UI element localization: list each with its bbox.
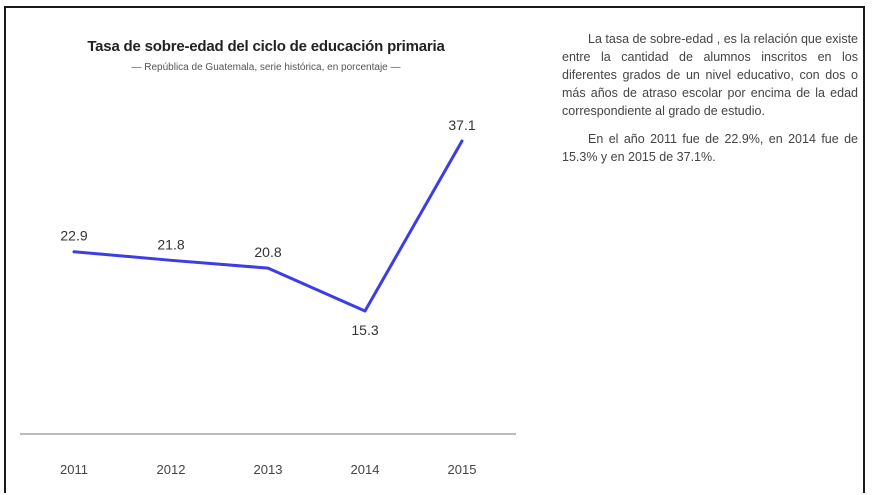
data-label: 21.8: [157, 236, 184, 252]
series-line: [72, 139, 464, 313]
data-label: 37.1: [448, 117, 475, 133]
description-paragraph: La tasa de sobre-edad , es la relación q…: [562, 32, 858, 118]
x-tick-label: 2011: [60, 462, 88, 477]
data-label: 20.8: [254, 244, 281, 260]
line-chart: 2011 2012 2013 2014 2015 22.9 21.8 20.8 …: [20, 117, 516, 477]
figure-frame: Tasa de sobre-edad del ciclo de educació…: [4, 6, 865, 493]
data-labels: 22.9 21.8 20.8 15.3 37.1: [60, 117, 475, 338]
description-text: La tasa de sobre-edad , es la relación q…: [562, 30, 858, 176]
chart-subtitle: — República de Guatemala, serie históric…: [131, 62, 401, 73]
x-tick-label: 2013: [254, 462, 283, 477]
data-label: 22.9: [60, 228, 87, 244]
x-tick-label: 2012: [157, 462, 186, 477]
x-tick-label: 2015: [448, 462, 477, 477]
data-label: 15.3: [351, 322, 378, 338]
chart-title: Tasa de sobre-edad del ciclo de educació…: [87, 38, 445, 55]
x-tick-label: 2014: [351, 462, 380, 477]
description-paragraph: En el año 2011 fue de 22.9%, en 2014 fue…: [562, 132, 858, 164]
x-tick-labels: 2011 2012 2013 2014 2015: [60, 462, 476, 477]
